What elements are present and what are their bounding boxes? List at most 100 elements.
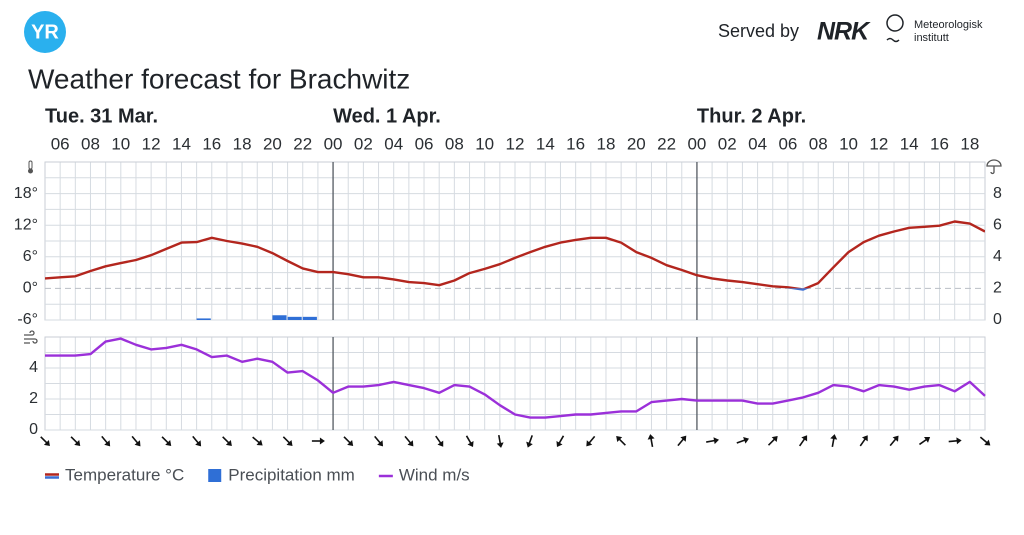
met-logo-wave xyxy=(886,37,900,43)
wind-arrow-head xyxy=(437,440,444,447)
wind-arrow-head xyxy=(713,437,719,445)
wind-arrow xyxy=(311,437,325,445)
y-tick-label: 6° xyxy=(23,248,38,265)
wind-arrow-head xyxy=(956,437,962,445)
x-tick-label: 08 xyxy=(809,134,828,153)
x-tick-label: 12 xyxy=(142,134,161,153)
x-tick-label: 02 xyxy=(354,134,373,153)
served-by: Served by xyxy=(718,21,799,41)
y2-tick-label: 4 xyxy=(993,248,1002,265)
wind-arrow xyxy=(647,434,655,448)
wind-arrow xyxy=(222,436,232,446)
legend-swatch xyxy=(208,469,222,482)
thermometer-bulb xyxy=(28,168,33,174)
y2-tick-label: 8 xyxy=(993,185,1002,202)
x-tick-label: 14 xyxy=(536,134,555,153)
wind-arrow xyxy=(435,435,444,447)
wind-arrow-head xyxy=(680,435,687,442)
x-tick-label: 22 xyxy=(657,134,676,153)
wind-arrow xyxy=(798,435,808,447)
x-tick-label: 10 xyxy=(839,134,858,153)
precipitation-bar xyxy=(272,315,287,320)
wind-arrow xyxy=(736,437,749,444)
wind-arrow-head xyxy=(892,435,899,442)
x-tick-label: 16 xyxy=(930,134,949,153)
met-logo[interactable]: Meteorologisk institutt xyxy=(886,14,983,44)
wind-arrow-head xyxy=(74,439,81,446)
wind-arrow xyxy=(374,435,384,447)
wind-arrow-head xyxy=(225,439,232,446)
day-label: Tue. 31 Mar. xyxy=(45,105,158,127)
nrk-logo[interactable]: NRK xyxy=(817,18,872,46)
wind-arrow-head xyxy=(616,436,623,443)
wind-arrow xyxy=(556,435,565,448)
wind-arrow-head xyxy=(43,439,50,446)
precipitation-bar xyxy=(302,316,317,320)
yr-logo-circle xyxy=(24,11,66,53)
x-tick-label: 20 xyxy=(627,134,646,153)
thermometer-icon xyxy=(28,160,33,174)
wind-arrow xyxy=(767,436,778,446)
wind-arrow-head xyxy=(743,437,749,444)
wind-line xyxy=(45,337,986,419)
precipitation-bar xyxy=(196,318,211,320)
wind-arrow xyxy=(131,435,141,447)
wind-icon xyxy=(24,330,38,344)
x-tick-label: 14 xyxy=(900,134,919,153)
wind-arrow-head xyxy=(104,440,111,447)
x-tick-label: 04 xyxy=(748,134,767,153)
legend-item: Precipitation mm xyxy=(208,465,355,484)
x-tick-label: 10 xyxy=(475,134,494,153)
x-tick-label: 06 xyxy=(778,134,797,153)
wind-arrow-head xyxy=(984,439,991,446)
wind-arrow xyxy=(101,435,111,447)
x-tick-label: 00 xyxy=(324,134,343,153)
y2-tick-label: 2 xyxy=(993,280,1002,297)
wind-arrow-head xyxy=(496,442,504,448)
x-tick-label: 04 xyxy=(384,134,403,153)
chart-title: Weather forecast for Brachwitz xyxy=(28,63,410,94)
x-tick-label: 10 xyxy=(111,134,130,153)
met-logo-circle xyxy=(886,14,904,32)
y-tick-label: 18° xyxy=(14,185,38,202)
wind-arrow-head xyxy=(256,439,263,446)
wind-arrow-head xyxy=(467,440,474,448)
wind-arrow xyxy=(70,436,81,446)
y2-tick-label: 0 xyxy=(993,311,1002,328)
wind-arrow-head xyxy=(377,440,384,447)
x-tick-label: 18 xyxy=(233,134,252,153)
x-tick-label: 06 xyxy=(51,134,70,153)
legend-label: Wind m/s xyxy=(399,465,470,484)
wind-arrow xyxy=(161,436,172,446)
umbrella-icon xyxy=(986,159,1002,175)
yr-logo[interactable]: YR xyxy=(24,11,66,53)
y-tick-label: 4 xyxy=(29,359,38,376)
x-tick-label: 08 xyxy=(445,134,464,153)
wind-arrow xyxy=(677,435,687,447)
wind-arrow-head xyxy=(556,440,563,448)
temperature-line xyxy=(45,220,985,289)
wind-arrow xyxy=(465,435,474,448)
met-name: Meteorologisk xyxy=(914,19,983,31)
wind-arrow xyxy=(979,436,991,446)
x-tick-label: 18 xyxy=(960,134,979,153)
wind-arrow-head xyxy=(923,436,931,443)
wind-arrow xyxy=(343,436,354,446)
x-tick-label: 06 xyxy=(415,134,434,153)
wind-arrow xyxy=(830,434,838,448)
grid xyxy=(44,161,986,431)
y-tick-label: 0° xyxy=(23,280,38,297)
yr-logo-text: YR xyxy=(31,21,59,43)
wind-arrow xyxy=(252,436,263,446)
wind-arrow-head xyxy=(347,439,354,446)
legend-item: Temperature °C xyxy=(45,465,184,484)
day-label: Thur. 2 Apr. xyxy=(697,105,806,127)
x-tick-label: 12 xyxy=(869,134,888,153)
wind-arrow-head xyxy=(195,440,202,447)
wind-arrow-head xyxy=(830,434,838,440)
wind-arrow xyxy=(889,435,899,447)
wind-arrow xyxy=(496,434,504,448)
wind-arrow xyxy=(918,436,931,446)
x-tick-label: 18 xyxy=(597,134,616,153)
